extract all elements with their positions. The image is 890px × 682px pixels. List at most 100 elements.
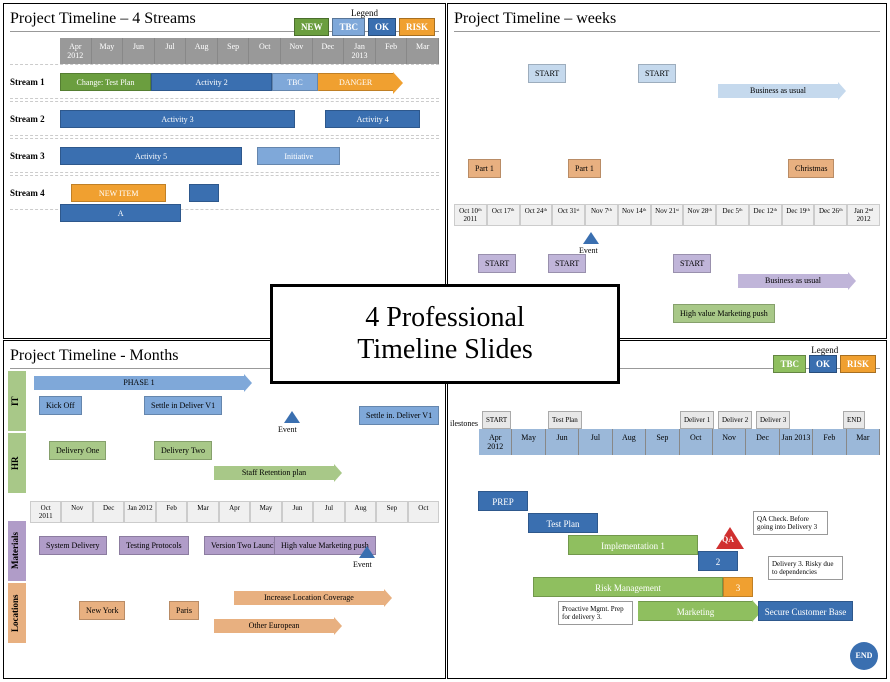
side-label: HR bbox=[8, 433, 26, 493]
week-cell: Dec 12ᵗʰ bbox=[749, 204, 782, 226]
event-label: Event bbox=[278, 425, 297, 434]
panel-title: Project Timeline – weeks bbox=[454, 10, 880, 32]
month-cell: Sep bbox=[646, 429, 679, 455]
callout: START bbox=[528, 64, 566, 83]
week-cell: Dec 26ᵗʰ bbox=[814, 204, 847, 226]
month-cell: Jun bbox=[546, 429, 579, 455]
gantt-bar: Secure Customer Base bbox=[758, 601, 853, 621]
month-cell: Nov bbox=[713, 429, 746, 455]
month-cell: Dec bbox=[313, 38, 345, 64]
center-line1: 4 Professional bbox=[273, 302, 617, 334]
callout: START bbox=[638, 64, 676, 83]
month-cell: Aug bbox=[186, 38, 218, 64]
callout: Other European bbox=[214, 619, 334, 633]
callout bbox=[284, 411, 300, 423]
month-cell: Sep bbox=[376, 501, 407, 523]
gantt-bar: Risk Management bbox=[533, 577, 723, 597]
callout: Version Two Launch bbox=[204, 536, 284, 555]
note: Delivery 3. Risky due to dependencies bbox=[768, 556, 843, 580]
note: Proactive Mgmt. Prep for delivery 3. bbox=[558, 601, 633, 625]
callout: Part 1 bbox=[468, 159, 501, 178]
legend: Legend TBCOKRISK bbox=[773, 345, 876, 373]
callout: Testing Protocols bbox=[119, 536, 189, 555]
month-cell: Apr bbox=[219, 501, 250, 523]
event-marker bbox=[583, 232, 599, 244]
milestone: Test Plan bbox=[548, 411, 582, 429]
month-cell: Dec bbox=[93, 501, 124, 523]
milestone: START bbox=[482, 411, 511, 429]
qa-marker: QA bbox=[716, 527, 744, 549]
gantt-bar: 2 bbox=[698, 551, 738, 571]
callout: Paris bbox=[169, 601, 199, 620]
panel-gantt: Legend TBCOKRISK Project Timeline - Gant… bbox=[447, 340, 887, 679]
gantt-bar: Initiative bbox=[257, 147, 340, 165]
month-cell: Jun bbox=[282, 501, 313, 523]
month-axis: Oct 2011NovDecJan 2012FebMarAprMayJunJul… bbox=[30, 501, 439, 523]
week-cell: Nov 14ᵗʰ bbox=[618, 204, 651, 226]
callout: START bbox=[548, 254, 586, 273]
month-cell: Jul bbox=[579, 429, 612, 455]
month-cell: Mar bbox=[187, 501, 218, 523]
event-label: Event bbox=[579, 246, 598, 255]
callout: Business as usual bbox=[738, 274, 848, 288]
month-cell: Oct bbox=[249, 38, 281, 64]
legend-badge: OK bbox=[809, 355, 837, 373]
gantt-bar: Marketing bbox=[638, 601, 753, 621]
month-cell: Oct bbox=[408, 501, 439, 523]
month-cell: Sep bbox=[218, 38, 250, 64]
month-cell: Jan 2013 bbox=[780, 429, 813, 455]
callout: Settle in Deliver V1 bbox=[144, 396, 222, 415]
gantt-bar: TBC bbox=[272, 73, 317, 91]
gantt-bar: Activity 3 bbox=[60, 110, 295, 128]
legend-label: Legend bbox=[294, 8, 435, 18]
week-cell: Oct 24ᵗʰ bbox=[520, 204, 553, 226]
month-cell: Mar bbox=[407, 38, 439, 64]
milestone: Deliver 2 bbox=[718, 411, 752, 429]
milestone: Deliver 1 bbox=[680, 411, 714, 429]
callout: Staff Retention plan bbox=[214, 466, 334, 480]
gantt-bar: Activity 4 bbox=[325, 110, 420, 128]
callout: Settle in. Deliver V1 bbox=[359, 406, 439, 425]
week-cell: Dec 5ᵗʰ bbox=[716, 204, 749, 226]
legend-badge: TBC bbox=[773, 355, 806, 373]
stream-label: Stream 3 bbox=[10, 151, 60, 161]
week-cell: Nov 28ᵗʰ bbox=[683, 204, 716, 226]
milestone: Deliver 3 bbox=[756, 411, 790, 429]
note: QA Check. Before going into Delivery 3 bbox=[753, 511, 828, 535]
milestone: END bbox=[843, 411, 865, 429]
month-cell: Jul bbox=[313, 501, 344, 523]
gantt-bar: PREP bbox=[478, 491, 528, 511]
gantt-bar: Change: Test Plan bbox=[60, 73, 151, 91]
callout: START bbox=[673, 254, 711, 273]
month-cell: Feb bbox=[156, 501, 187, 523]
gantt-bar: NEW ITEM bbox=[71, 184, 166, 202]
week-cell: Nov 21ˢᵗ bbox=[651, 204, 684, 226]
gantt-bar: Implementation 1 bbox=[568, 535, 698, 555]
callout: Business as usual bbox=[718, 84, 838, 98]
month-cell: Oct 2011 bbox=[30, 501, 61, 523]
month-cell: May bbox=[512, 429, 545, 455]
stream-label: Stream 4 bbox=[10, 188, 60, 198]
gantt-bar: DANGER bbox=[318, 73, 394, 91]
side-label: Locations bbox=[8, 583, 26, 643]
stream-row: Stream 4NEW ITEMA bbox=[10, 175, 439, 210]
legend-label: Legend bbox=[773, 345, 876, 355]
week-cell: Oct 31ˢᵗ bbox=[552, 204, 585, 226]
gantt-bar: Activity 5 bbox=[60, 147, 242, 165]
gantt-bar: A bbox=[60, 204, 181, 222]
month-cell: Jan 2013 bbox=[344, 38, 376, 64]
month-cell: May bbox=[92, 38, 124, 64]
week-cell: Dec 19ᵗʰ bbox=[782, 204, 815, 226]
callout: System Delivery bbox=[39, 536, 107, 555]
event-label: Event bbox=[353, 560, 372, 569]
month-cell: Jul bbox=[155, 38, 187, 64]
legend-badge: TBC bbox=[332, 18, 365, 36]
month-cell: Apr 2012 bbox=[479, 429, 512, 455]
month-cell: Dec bbox=[746, 429, 779, 455]
month-cell: Oct bbox=[680, 429, 713, 455]
callout: Kick Off bbox=[39, 396, 82, 415]
stream-label: Stream 1 bbox=[10, 77, 60, 87]
month-cell: Feb bbox=[376, 38, 408, 64]
week-cell: Oct 10ᵗʰ 2011 bbox=[454, 204, 487, 226]
month-cell: Jan 2012 bbox=[124, 501, 155, 523]
